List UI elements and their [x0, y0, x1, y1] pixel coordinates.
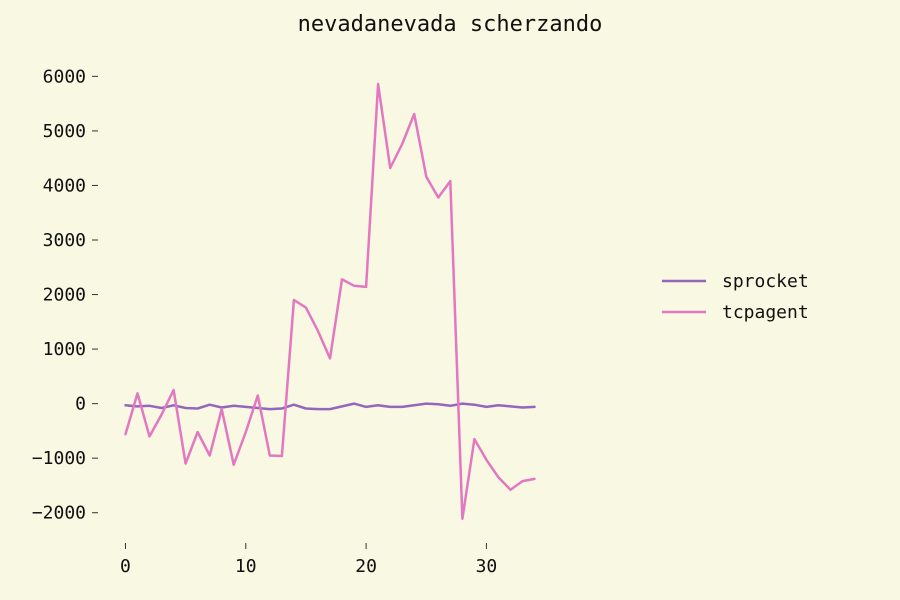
x-tick-label: 0: [120, 556, 131, 577]
legend: sprocket tcpagent: [662, 271, 809, 323]
y-tick-label: 6000: [43, 66, 86, 87]
y-tick-label: −2000: [32, 503, 86, 524]
y-tick-label: 5000: [43, 121, 86, 142]
y-tick-label: 4000: [43, 175, 86, 196]
series-line-sprocket: [124, 402, 536, 411]
x-axis: 0 10 20 30: [120, 543, 497, 577]
plot-area: [124, 82, 536, 520]
legend-label-sprocket: sprocket: [722, 271, 809, 292]
y-axis: −2000 −1000 0 1000 2000 3000 4000 5000 6000: [32, 66, 98, 524]
y-tick-label: 1000: [43, 339, 86, 360]
y-tick-label: 0: [75, 394, 86, 415]
x-tick-label: 30: [476, 556, 498, 577]
x-tick-label: 20: [355, 556, 377, 577]
x-tick-label: 10: [235, 556, 257, 577]
legend-label-tcpagent: tcpagent: [722, 302, 809, 323]
y-tick-label: −1000: [32, 448, 86, 469]
chart-title: nevadanevada scherzando: [298, 12, 603, 37]
y-tick-label: 2000: [43, 285, 86, 306]
series-line-tcpagent: [124, 82, 536, 520]
y-tick-label: 3000: [43, 230, 86, 251]
